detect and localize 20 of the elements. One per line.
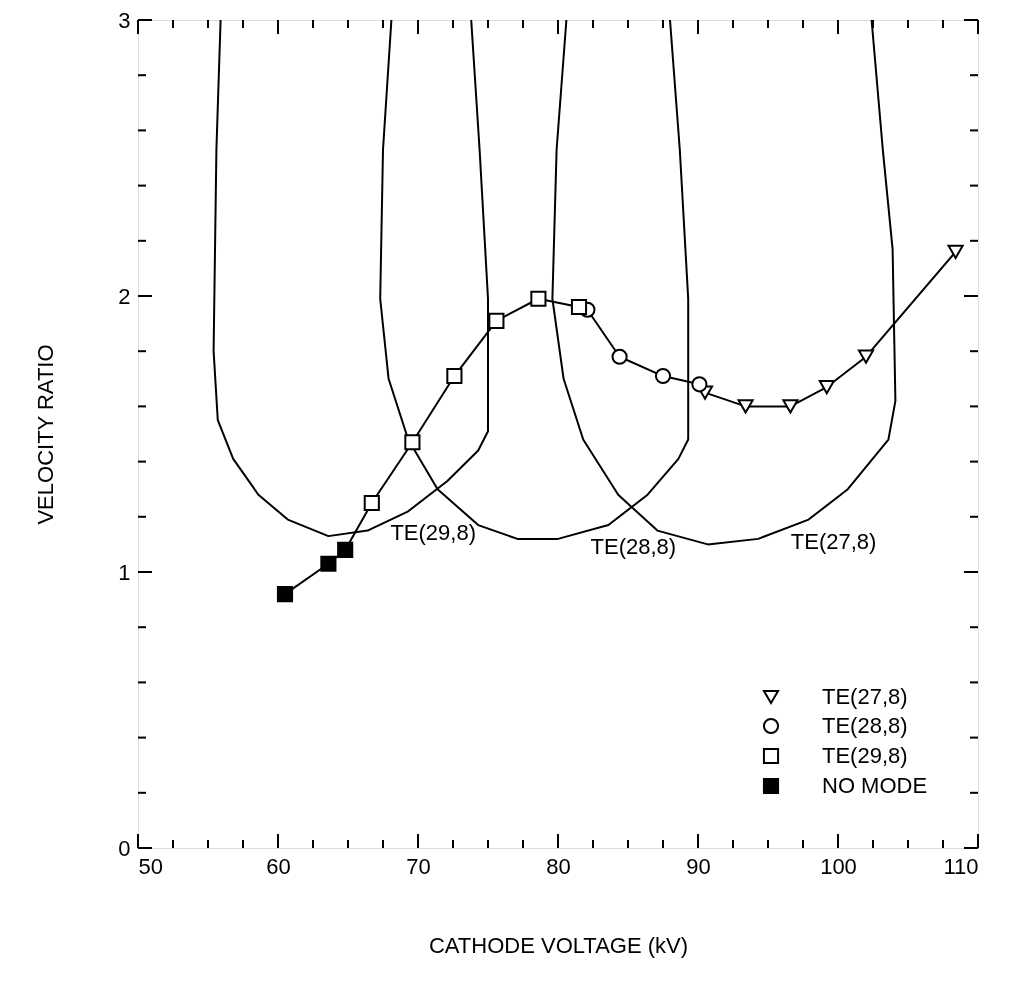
legend-label: NO MODE: [822, 773, 928, 798]
x-axis-title: CATHODE VOLTAGE (kV): [428, 932, 689, 958]
x-tick-label: 90: [686, 853, 711, 879]
x-tick-label: 100: [820, 853, 857, 879]
y-axis-title: VELOCITY RATIO: [33, 344, 59, 525]
series-label: TE(28,8): [590, 534, 677, 560]
x-tick-label: 70: [406, 853, 431, 879]
legend-label: TE(29,8): [822, 743, 908, 768]
y-tick-label: 0: [118, 835, 131, 861]
x-tick-label: 60: [266, 853, 291, 879]
legend-label: TE(27,8): [822, 684, 908, 709]
y-tick-label: 3: [118, 7, 131, 33]
series-label: TE(29,8): [390, 520, 476, 546]
x-tick-label: 110: [943, 853, 979, 879]
legend-label: TE(28,8): [822, 713, 908, 738]
x-tick-label: 80: [546, 853, 571, 879]
y-tick-label: 1: [118, 559, 131, 585]
series-label: TE(27,8): [790, 528, 877, 554]
y-tick-label: 2: [118, 283, 131, 309]
x-tick-label: 50: [138, 853, 163, 879]
